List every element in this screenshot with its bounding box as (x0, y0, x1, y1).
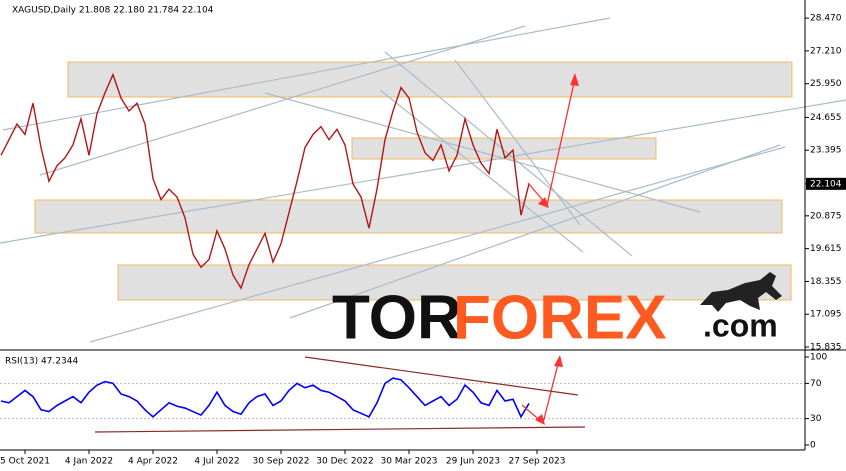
rsi-title: RSI(13) 47.2344 (5, 357, 78, 367)
x-tick-label: 4 Jan 2022 (65, 457, 113, 467)
trendline (0, 99, 846, 244)
zone (34, 199, 783, 234)
y-tick-label: 15.835 (810, 343, 842, 353)
logo-part: TOR (332, 283, 462, 352)
x-tick-label: 4 Apr 2022 (128, 457, 178, 467)
watermark: TOR FOREX .com (332, 272, 782, 352)
chart-title: XAGUSD,Daily 21.808 22.180 21.784 22.104 (12, 6, 214, 16)
rsi-trendline (94, 426, 586, 433)
logo-part: FOREX (453, 283, 667, 352)
y-tick-label: 19.615 (810, 244, 842, 254)
zone (117, 264, 792, 301)
trendline (289, 144, 781, 319)
arrowhead (554, 355, 563, 367)
zones (34, 61, 793, 301)
y-tick-label: 20.875 (810, 211, 842, 221)
trendline (454, 59, 581, 226)
x-tick-label: 30 Sep 2022 (252, 457, 309, 467)
series-line (0, 377, 530, 419)
y-tick-label: 30 (810, 414, 822, 424)
x-tick-label: 4 Jul 2022 (194, 457, 239, 467)
y-tick-label: 0 (810, 441, 816, 451)
y-tick-label: 70 (810, 379, 822, 389)
trendline (264, 92, 701, 213)
arrows (94, 73, 586, 433)
x-tick-label: 30 Dec 2022 (316, 457, 374, 467)
plot (0, 72, 805, 420)
zone (67, 61, 793, 98)
y-tick-label: 24.655 (810, 113, 842, 123)
trendline (89, 146, 786, 343)
trendline (39, 25, 526, 176)
arrowhead (570, 73, 579, 86)
y-tick-label: 27.210 (810, 46, 842, 56)
rsi-trendline (304, 356, 579, 396)
y-tick-label: 18.355 (810, 277, 842, 287)
x-tick-label: 5 Oct 2021 (0, 457, 50, 467)
x-tick-label: 29 Jun 2023 (446, 457, 500, 467)
y-tick-label: 100 (810, 353, 827, 363)
y-tick-label: 28.470 (810, 14, 842, 24)
series-line (0, 72, 530, 290)
y-tick-label: 23.395 (810, 146, 842, 156)
current-price-box (806, 177, 846, 190)
y-tick-label: 22.104 (810, 179, 842, 189)
y-tick-label: 25.950 (810, 79, 842, 89)
logo-suffix: .com (703, 307, 778, 343)
y-tick-label: 17.095 (810, 310, 842, 320)
x-tick-label: 27 Sep 2023 (508, 457, 565, 467)
x-tick-label: 30 Mar 2023 (380, 457, 437, 467)
trendline (2, 17, 611, 131)
arrowhead (535, 414, 545, 425)
logo-bull (700, 272, 782, 312)
arrowhead (538, 197, 549, 208)
